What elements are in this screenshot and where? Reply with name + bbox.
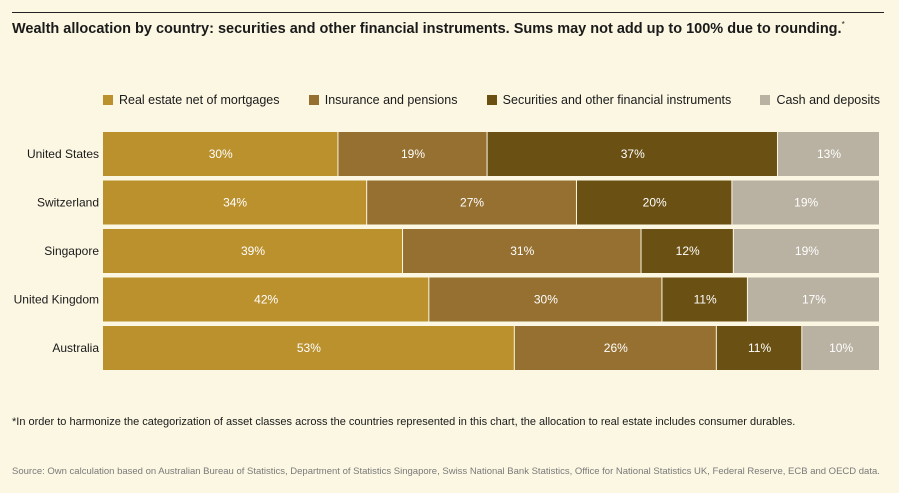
legend-label: Cash and deposits [776, 93, 880, 107]
category-label-united-states: United States [27, 147, 99, 161]
legend-item-securities: Securities and other financial instrumen… [486, 92, 732, 108]
legend-label: Insurance and pensions [324, 93, 458, 107]
bar-segment-singapore-1 [403, 229, 641, 273]
top-rule [12, 12, 884, 13]
chart-title: Wealth allocation by country: securities… [12, 20, 845, 37]
category-label-switzerland: Switzerland [37, 196, 99, 210]
data-label-australia-0: 53% [297, 341, 321, 355]
data-label-singapore-0: 39% [241, 244, 265, 258]
bar-segment-united-states-1 [338, 132, 487, 176]
bar-segment-switzerland-0 [103, 180, 367, 225]
data-label-australia-2: 11% [748, 341, 771, 355]
category-label-united-kingdom: United Kingdom [14, 293, 99, 307]
data-label-singapore-2: 12% [676, 244, 700, 258]
legend-item-cash: Cash and deposits [760, 92, 880, 108]
data-label-singapore-3: 19% [795, 244, 819, 258]
legend-item-real-estate: Real estate net of mortgages [103, 92, 280, 108]
data-label-united-kingdom-0: 42% [254, 293, 278, 307]
source-note: Source: Own calculation based on Austral… [12, 466, 880, 477]
data-label-united-kingdom-1: 30% [534, 293, 558, 307]
title-footnote-mark: * [841, 20, 845, 29]
data-label-switzerland-3: 19% [794, 196, 818, 210]
bar-segment-australia-2 [716, 326, 802, 370]
legend-swatch [103, 95, 113, 105]
data-label-australia-3: 10% [829, 341, 853, 355]
legend-label: Real estate net of mortgages [119, 93, 280, 107]
data-label-australia-1: 26% [604, 341, 628, 355]
data-label-united-states-0: 30% [209, 147, 233, 161]
legend-swatch [486, 95, 497, 105]
data-label-united-kingdom-3: 17% [802, 293, 826, 307]
data-label-singapore-1: 31% [510, 244, 534, 258]
bar-segment-united-states-2 [487, 132, 777, 176]
bar-segment-united-kingdom-3 [747, 277, 879, 322]
bar-segment-united-kingdom-1 [429, 277, 662, 322]
data-label-united-kingdom-2: 11% [694, 293, 717, 307]
bar-segment-australia-1 [514, 326, 716, 370]
bar-segment-united-kingdom-0 [103, 277, 429, 322]
bar-segment-australia-3 [802, 326, 879, 370]
footnote: *In order to harmonize the categorizatio… [12, 416, 796, 428]
bar-segment-singapore-0 [103, 229, 403, 273]
data-label-switzerland-2: 20% [643, 196, 667, 210]
legend-swatch [760, 95, 771, 105]
data-label-united-states-2: 37% [621, 147, 645, 161]
bar-segment-singapore-3 [733, 229, 879, 273]
bar-segment-united-states-0 [103, 132, 338, 176]
bar-segment-united-kingdom-2 [662, 277, 747, 322]
bar-segment-switzerland-1 [367, 180, 576, 225]
legend: Real estate net of mortgages Insurance a… [103, 92, 880, 108]
bar-segment-switzerland-2 [576, 180, 732, 225]
category-label-singapore: Singapore [44, 244, 99, 258]
legend-item-insurance: Insurance and pensions [308, 92, 458, 108]
bar-segment-switzerland-3 [732, 180, 879, 225]
bar-segment-australia-0 [103, 326, 514, 370]
bar-segment-singapore-2 [641, 229, 733, 273]
legend-label: Securities and other financial instrumen… [502, 93, 732, 107]
bar-segment-united-states-3 [777, 132, 879, 176]
data-label-switzerland-1: 27% [460, 196, 484, 210]
data-label-united-states-1: 19% [401, 147, 425, 161]
legend-swatch [308, 95, 319, 105]
data-label-switzerland-0: 34% [223, 196, 247, 210]
data-label-united-states-3: 13% [817, 147, 841, 161]
category-label-australia: Australia [52, 341, 99, 355]
